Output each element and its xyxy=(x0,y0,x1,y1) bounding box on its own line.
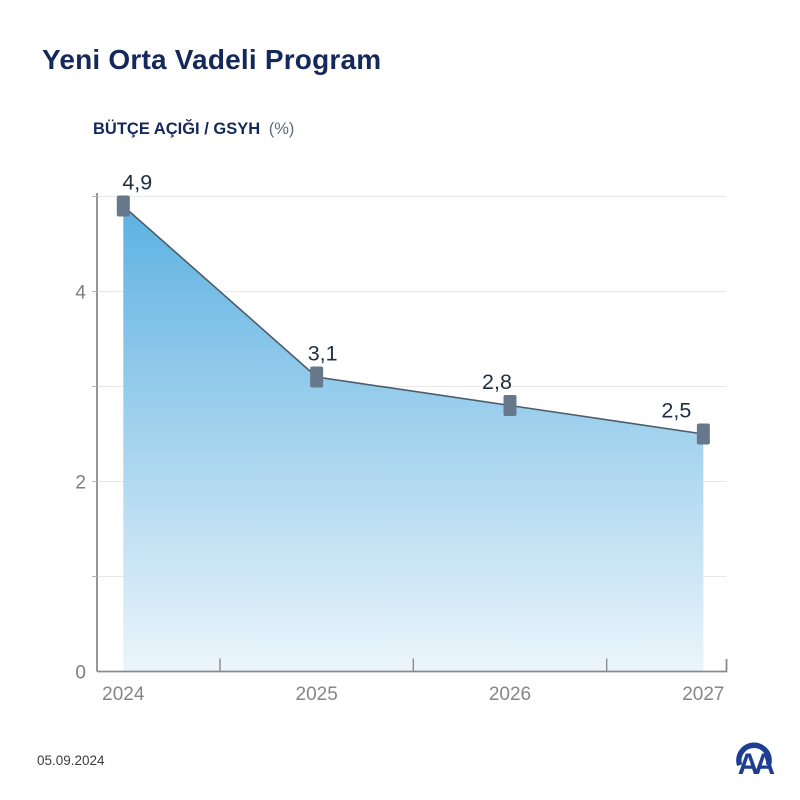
x-tick-label: 2024 xyxy=(102,684,145,705)
x-tick-label: 2027 xyxy=(682,684,724,705)
data-point-marker xyxy=(310,366,324,388)
chart-subtitle-label: BÜTÇE AÇIĞI / GSYH xyxy=(93,120,261,138)
value-label: 2,8 xyxy=(482,370,512,394)
y-tick-label: 4 xyxy=(75,283,86,304)
x-tick-label: 2026 xyxy=(489,684,531,705)
value-label: 4,9 xyxy=(122,171,152,195)
y-tick-label: 2 xyxy=(75,473,86,494)
y-tick-label: 0 xyxy=(75,663,86,684)
logo-letters: AA xyxy=(738,749,775,781)
data-point-marker xyxy=(696,423,710,445)
chart-subtitle-unit: (%) xyxy=(268,120,295,138)
x-axis-line xyxy=(97,659,728,673)
chart-subtitle: BÜTÇE AÇIĞI / GSYH (%) xyxy=(93,120,294,139)
x-tick-label: 2025 xyxy=(296,684,338,705)
area-fill xyxy=(123,206,704,672)
aa-agency-logo: AA xyxy=(736,742,780,781)
publish-date: 05.09.2024 xyxy=(37,753,105,768)
value-label: 3,1 xyxy=(308,342,338,366)
trend-line xyxy=(122,205,704,435)
value-label: 2,5 xyxy=(661,399,691,423)
page-title: Yeni Orta Vadeli Program xyxy=(42,44,382,75)
data-point-marker xyxy=(116,195,130,217)
logo-arc xyxy=(736,742,772,766)
data-point-marker xyxy=(503,395,517,416)
